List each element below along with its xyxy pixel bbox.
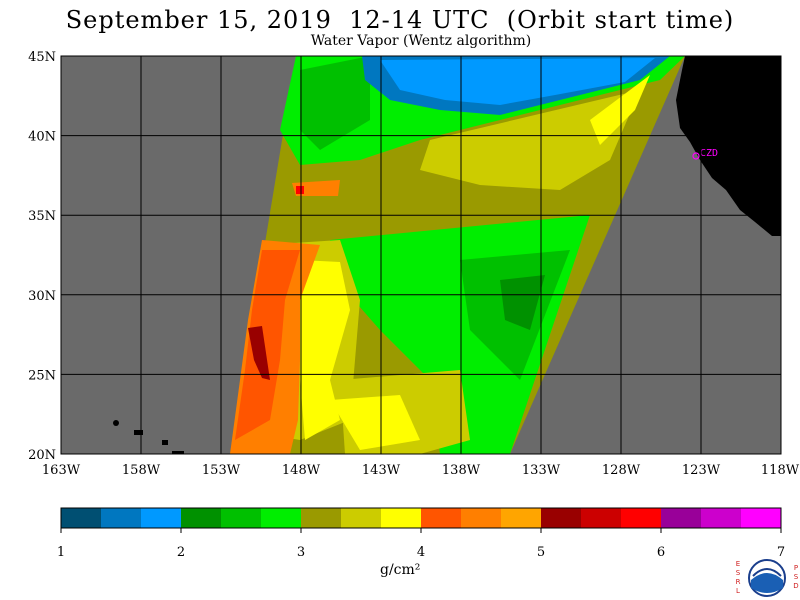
lon-tick-label: 153W [202,463,241,478]
lon-tick-label: 138W [442,463,481,478]
page-title: September 15, 2019 12-14 UTC (Orbit star… [65,6,735,34]
map-frame [60,55,782,455]
island-3 [162,440,168,445]
colorbar-swatch [701,508,742,528]
swath-darkgreen-north [300,56,370,150]
island-4 [172,451,184,454]
colorbar-swatch [341,508,382,528]
colorbar-swatch [581,508,622,528]
colorbar-swatch [381,508,422,528]
colorbar-swatch [461,508,502,528]
lon-tick-label: 118W [761,463,800,478]
colorbar-tick-label: 3 [297,545,305,560]
lon-tick-label: 158W [122,463,161,478]
lon-tick-label: 143W [362,463,401,478]
colorbar-swatch [181,508,222,528]
colorbar-swatch [741,508,782,528]
colorbar-swatch [421,508,462,528]
colorbar-unit-label: g/cm² [380,562,421,578]
colorbar-swatch [261,508,302,528]
swath-yellow-band [420,90,640,190]
colorbar-tick-label: 6 [657,545,665,560]
lat-tick-label: 40N [28,130,56,145]
swath-bright-west [300,260,350,440]
lat-tick-label: 20N [28,448,56,463]
colorbar-swatch [541,508,582,528]
lon-tick-label: 163W [42,463,81,478]
lat-tick-label: 30N [28,289,56,304]
colorbar-swatch [221,508,262,528]
swath-orange-dark [235,250,300,440]
colorbar-swatch [301,508,342,528]
colorbar-tick-label: 7 [777,545,785,560]
colorbar-swatch [661,508,702,528]
station-marker [692,152,700,160]
swath-red-spot [296,186,304,194]
colorbar-swatch [101,508,142,528]
noaa-emblem-icon [748,559,786,597]
land-california [676,56,781,236]
colorbar-swatch [621,508,662,528]
page-subtitle: Water Vapor (Wentz algorithm) [310,33,532,49]
swath-darkgreen-patch [500,275,545,330]
colorbar-tick-label: 1 [57,545,65,560]
colorbar-tick-label: 2 [177,545,185,560]
colorbar-tick-label: 4 [417,545,425,560]
swath-red-core [248,326,270,380]
colorbar-swatch [61,508,102,528]
lat-tick-label: 25N [28,368,56,383]
island-1 [113,420,119,426]
station-label: CZD [700,148,718,159]
lon-tick-label: 133W [522,463,561,478]
lat-tick-label: 45N [28,50,56,65]
colorbar-swatch [141,508,182,528]
swath-bright-band [590,75,650,145]
swath-bright-south [330,395,420,450]
lon-tick-label: 148W [282,463,321,478]
lon-tick-label: 123W [682,463,721,478]
colorbar-swatch [501,508,542,528]
swath-blue [380,58,655,105]
colorbar-tick-label: 5 [537,545,545,560]
lat-tick-label: 35N [28,209,56,224]
island-2 [134,430,143,435]
lon-tick-label: 128W [602,463,641,478]
